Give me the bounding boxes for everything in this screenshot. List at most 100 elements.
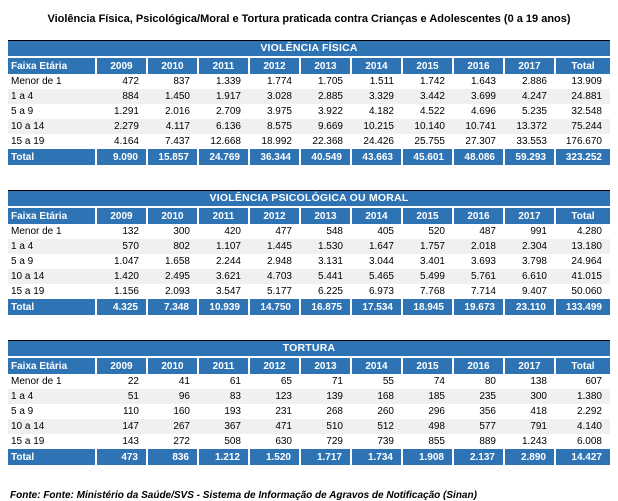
column-header: Total [554,58,610,74]
value-cell: 27.307 [453,134,504,149]
value-cell: 472 [96,74,147,89]
value-cell: 22.368 [300,134,351,149]
value-cell: 1.047 [96,254,147,269]
value-cell: 50.060 [555,284,610,299]
value-cell: 9.669 [300,119,351,134]
column-header: 2013 [299,358,351,374]
value-cell: 487 [453,224,504,239]
total-row-label: Total [8,149,96,165]
value-cell: 71 [300,374,351,389]
column-header: 2010 [146,58,198,74]
value-cell: 10.140 [402,119,453,134]
column-header: 2011 [197,58,249,74]
column-header-faixa-etaria: Faixa Etária [8,358,96,374]
column-header: Total [554,358,610,374]
value-cell: 147 [96,419,147,434]
value-cell: 74 [402,374,453,389]
column-header: 2013 [299,58,351,74]
value-cell: 41.015 [555,269,610,284]
column-header: 2011 [197,208,249,224]
value-cell: 630 [249,434,300,449]
total-value-cell: 836 [146,449,198,465]
value-cell: 577 [453,419,504,434]
value-cell: 193 [198,404,249,419]
total-value-cell: 2.890 [503,449,555,465]
table-row: 5 a 9 1.047 1.658 2.244 2.948 3.131 3.044 3.401… [8,254,610,269]
value-cell: 570 [96,239,147,254]
value-cell: 3.922 [300,104,351,119]
table-row: 1 a 4 51 96 83 123 139 168 185 235 300 1.380 [8,389,610,404]
total-value-cell: 59.293 [503,149,555,165]
value-cell: 1.107 [198,239,249,254]
value-cell: 739 [351,434,402,449]
total-value-cell: 45.601 [401,149,453,165]
value-cell: 75.244 [555,119,610,134]
table-title-band: VIOLÊNCIA FÍSICA [8,40,610,56]
value-cell: 2.304 [504,239,555,254]
value-cell: 2.244 [198,254,249,269]
value-cell: 4.140 [555,419,610,434]
value-cell: 1.757 [402,239,453,254]
value-cell: 185 [402,389,453,404]
value-cell: 4.280 [555,224,610,239]
total-value-cell: 19.673 [452,299,504,315]
age-band-label: 5 a 9 [8,254,96,269]
value-cell: 3.693 [453,254,504,269]
value-cell: 143 [96,434,147,449]
value-cell: 55 [351,374,402,389]
source-note: Fonte: Fonte: Ministério da Saúde/SVS - … [10,490,477,501]
value-cell: 7.768 [402,284,453,299]
column-header: 2013 [299,208,351,224]
table-block-violencia-fisica: VIOLÊNCIA FÍSICA Faixa Etária 2009 2010 2011… [8,40,610,165]
total-value-cell: 1.520 [248,449,300,465]
total-row-label: Total [8,449,96,465]
column-header: 2014 [350,208,402,224]
value-cell: 80 [453,374,504,389]
value-cell: 3.329 [351,89,402,104]
table-row: Menor de 1 22 41 61 65 71 55 74 80 138 607 [8,374,610,389]
value-cell: 3.699 [453,89,504,104]
total-value-cell: 1.717 [299,449,351,465]
total-value-cell: 1.734 [350,449,402,465]
value-cell: 2.709 [198,104,249,119]
value-cell: 2.279 [96,119,147,134]
value-cell: 61 [198,374,249,389]
age-band-label: 15 a 19 [8,134,96,149]
column-header: 2010 [146,358,198,374]
value-cell: 2.948 [249,254,300,269]
age-band-label: Menor de 1 [8,74,96,89]
total-value-cell: 17.534 [350,299,402,315]
age-band-label: 10 a 14 [8,119,96,134]
total-value-cell: 1.212 [197,449,249,465]
value-cell: 5.441 [300,269,351,284]
value-cell: 139 [300,389,351,404]
value-cell: 51 [96,389,147,404]
value-cell: 296 [402,404,453,419]
value-cell: 802 [147,239,198,254]
age-band-label: 1 a 4 [8,239,96,254]
value-cell: 607 [555,374,610,389]
value-cell: 1.742 [402,74,453,89]
value-cell: 405 [351,224,402,239]
column-header-faixa-etaria: Faixa Etária [8,58,96,74]
value-cell: 3.547 [198,284,249,299]
column-header: 2014 [350,358,402,374]
column-header: 2012 [248,58,300,74]
value-cell: 24.964 [555,254,610,269]
value-cell: 3.131 [300,254,351,269]
total-value-cell: 18.945 [401,299,453,315]
column-header-faixa-etaria: Faixa Etária [8,208,96,224]
value-cell: 508 [198,434,249,449]
value-cell: 300 [147,224,198,239]
table-row: 5 a 9 110 160 193 231 268 260 296 356 418 2.292 [8,404,610,419]
age-band-label: 15 a 19 [8,434,96,449]
data-table: Faixa Etária 2009 2010 2011 2012 2013 2014 2015… [8,58,610,165]
value-cell: 5.761 [453,269,504,284]
value-cell: 498 [402,419,453,434]
value-cell: 5.465 [351,269,402,284]
value-cell: 5.235 [504,104,555,119]
value-cell: 889 [453,434,504,449]
value-cell: 272 [147,434,198,449]
total-row: Total 4.325 7.348 10.939 14.750 16.875 17.534 1… [8,299,610,315]
table-row: 1 a 4 884 1.450 1.917 3.028 2.885 3.329 3.442 3.… [8,89,610,104]
